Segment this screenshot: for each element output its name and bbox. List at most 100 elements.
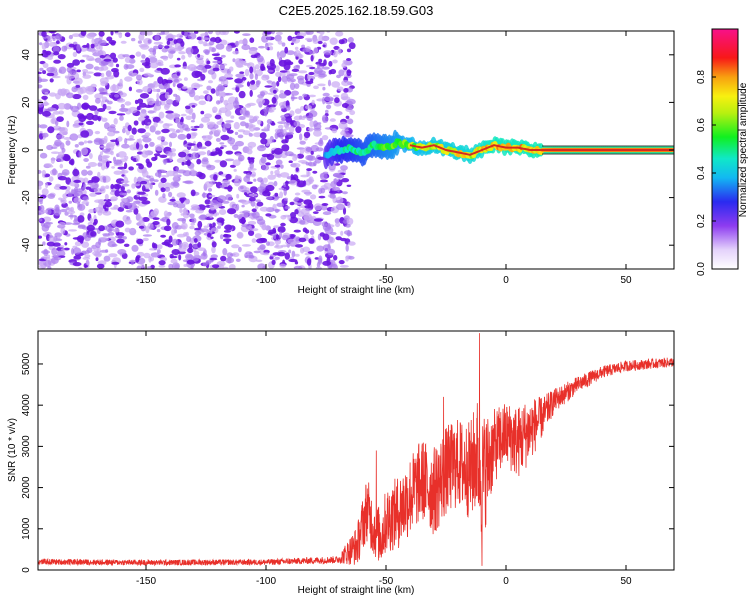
spectrogram-noise-speck xyxy=(323,59,327,66)
spectrogram-noise-speck xyxy=(178,51,186,55)
spectrogram-noise-speck xyxy=(63,155,71,162)
spectrogram-noise-speck xyxy=(165,110,174,114)
spectrogram-noise-speck xyxy=(212,106,218,113)
spectrogram-noise-speck xyxy=(194,230,201,236)
spectrogram-noise-speck xyxy=(213,56,223,61)
spectrogram-noise-speck xyxy=(322,92,330,97)
spectrogram-noise-speck xyxy=(337,48,342,55)
spectrogram-noise-speck xyxy=(190,263,194,269)
spectrogram-noise-speck xyxy=(274,208,279,213)
spectrogram-noise-speck xyxy=(275,65,280,72)
spectrogram-noise-speck xyxy=(347,105,354,111)
spectrogram-noise-speck xyxy=(183,264,188,267)
spectrogram-noise-speck xyxy=(281,42,286,47)
spectrogram-noise-speck xyxy=(268,104,276,108)
spectrogram-noise-speck xyxy=(246,62,255,69)
spectrogram-noise-speck xyxy=(210,88,216,94)
spectrogram-noise-speck xyxy=(146,97,155,106)
spectrogram-y-label: Frequency (Hz) xyxy=(7,116,18,185)
spectrogram-noise-speck xyxy=(94,93,104,100)
spectrogram-y-ticks: -40 -20 0 20 40 xyxy=(21,49,674,252)
spectrogram-noise-speck xyxy=(148,55,157,58)
spectrogram-noise-speck xyxy=(332,94,340,98)
spectrogram-noise-speck xyxy=(209,199,219,206)
spectrogram-noise-speck xyxy=(340,165,348,171)
spectrogram-noise-speck xyxy=(225,194,233,201)
spectrogram-noise-speck xyxy=(298,237,307,243)
spectrogram-noise-speck xyxy=(190,167,195,172)
spectrogram-noise-speck xyxy=(111,166,115,169)
spectrogram-noise-speck xyxy=(243,171,249,174)
spectrogram-noise-speck xyxy=(239,109,246,115)
spectrogram-noise-speck xyxy=(105,105,112,111)
spectrogram-noise-speck xyxy=(106,143,111,149)
spectrogram-noise-speck xyxy=(286,77,291,82)
spectrogram-noise-speck xyxy=(277,76,282,83)
spectrogram-noise-speck xyxy=(120,185,126,192)
spectrogram-noise-speck xyxy=(291,250,296,258)
spectrogram-noise-speck xyxy=(38,235,42,239)
spectrogram-noise-speck xyxy=(72,237,82,240)
spectrogram-noise-speck xyxy=(85,249,90,254)
spectrogram-noise-speck xyxy=(254,64,260,70)
spectrogram-noise-speck xyxy=(103,237,109,241)
spectrogram-noise-speck xyxy=(241,223,250,228)
spectrogram-noise-speck xyxy=(90,43,95,49)
spectrogram-noise-speck xyxy=(164,45,170,49)
spectrogram-noise-speck xyxy=(280,172,290,178)
spectrogram-noise-speck xyxy=(256,80,260,88)
spectrogram-noise-speck xyxy=(248,116,256,124)
spectrogram-noise-speck xyxy=(275,244,279,248)
spectrogram-noise-speck xyxy=(212,60,222,64)
spectrogram-noise-speck xyxy=(106,236,116,243)
spectrogram-noise-speck xyxy=(156,229,161,233)
spectrogram-noise-speck xyxy=(67,192,73,198)
spectrogram-noise-speck xyxy=(91,176,100,183)
spectrogram-noise-speck xyxy=(259,244,266,250)
spectrogram-noise-speck xyxy=(341,178,350,183)
spectrogram-noise-speck xyxy=(74,144,79,148)
spectrogram-noise-speck xyxy=(108,253,118,258)
spectrogram-noise-speck xyxy=(295,126,302,134)
spectrogram-noise-speck xyxy=(161,128,170,134)
spectrogram-noise-speck xyxy=(53,59,61,64)
spectrogram-noise-speck xyxy=(173,176,179,181)
spectrogram-noise-speck xyxy=(278,59,287,67)
snr-x-tick-label: -100 xyxy=(256,576,276,587)
spectrogram-noise-speck xyxy=(149,141,155,147)
spectrogram-noise-speck xyxy=(275,71,282,78)
spectrogram-noise-speck xyxy=(98,139,105,146)
spectrogram-noise-speck xyxy=(254,233,262,239)
spectrogram-noise-speck xyxy=(311,99,315,106)
spectrogram-noise-speck xyxy=(294,192,301,196)
spectrogram-noise-speck xyxy=(296,180,306,188)
spectrogram-noise-speck xyxy=(296,153,304,159)
spectrogram-noise-speck xyxy=(78,122,84,126)
spectrogram-noise-speck xyxy=(84,104,91,109)
spectrogram-noise-speck xyxy=(248,48,258,55)
spectrogram-noise-speck xyxy=(261,224,268,230)
spectrogram-noise-speck xyxy=(39,152,48,159)
spectrogram-noise-speck xyxy=(202,192,206,199)
spectrogram-noise-speck xyxy=(152,116,161,123)
spectrogram-noise-speck xyxy=(335,222,341,228)
spectrogram-noise-speck xyxy=(204,199,211,205)
spectrogram-noise-speck xyxy=(131,183,136,189)
spectrogram-noise-speck xyxy=(348,241,356,246)
spectrogram-noise-speck xyxy=(331,81,341,88)
spectrogram-noise-speck xyxy=(341,103,350,108)
spectrogram-noise-speck xyxy=(135,154,140,162)
spectrogram-noise-speck xyxy=(135,89,143,93)
spectrogram-noise-speck xyxy=(121,183,130,187)
spectrogram-noise-speck xyxy=(160,141,169,146)
spectrogram-noise-speck xyxy=(72,123,81,128)
spectrogram-noise-speck xyxy=(260,156,267,164)
spectrogram-noise-speck xyxy=(338,260,345,265)
spectrogram-noise-speck xyxy=(105,224,112,232)
spectrogram-noise-speck xyxy=(193,250,200,257)
spectrogram-noise-speck xyxy=(38,71,42,75)
spectrogram-noise-speck xyxy=(265,213,272,217)
spectrogram-noise-speck xyxy=(268,110,275,113)
spectrogram-noise-speck xyxy=(200,116,211,123)
spectrogram-noise-speck xyxy=(246,181,253,185)
